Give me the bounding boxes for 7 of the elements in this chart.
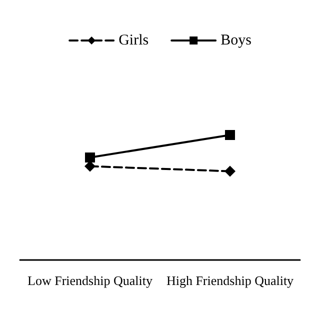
point <box>85 152 95 162</box>
point <box>224 166 236 177</box>
point <box>225 130 235 140</box>
legend-label: Girls <box>118 32 149 48</box>
x-tick-label: High Friendship Quality <box>166 273 294 288</box>
legend-label: Boys <box>220 32 252 48</box>
x-tick-label: Low Friendship Quality <box>28 273 153 288</box>
